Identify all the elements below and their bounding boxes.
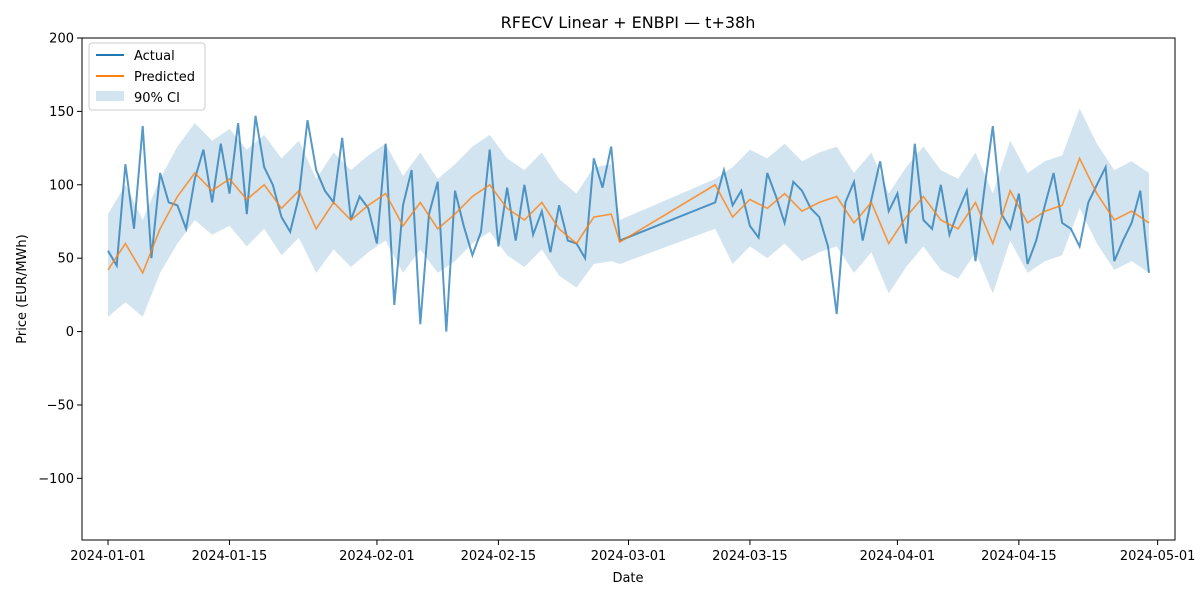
x-axis: 2024-01-01 2024-01-15 2024-02-01 2024-02-15…: [70, 540, 1195, 564]
chart-title: RFECV Linear + ENBPI — t+38h: [501, 13, 756, 32]
y-tick-label: 50: [57, 252, 74, 267]
x-tick-label: 2024-01-01: [70, 549, 146, 564]
x-tick-label: 2024-03-15: [712, 549, 788, 564]
series-predicted-line: [107, 156, 1150, 275]
legend-frame: [88, 42, 206, 111]
x-tick-label: 2024-01-15: [192, 549, 268, 564]
y-tick-label: 0: [66, 325, 74, 340]
x-tick-label: 2024-04-15: [981, 549, 1057, 564]
ci-band: [108, 108, 1149, 317]
x-tick-label: 2024-03-01: [591, 549, 667, 564]
y-axis-label: Price (EUR/MWh): [15, 234, 30, 343]
y-axis: −100 −50 0 50 100 150 200: [38, 32, 82, 487]
x-tick-label: 2024-02-15: [461, 549, 537, 564]
plot-frame: [81, 37, 1176, 541]
y-tick-label: 150: [49, 105, 74, 120]
x-tick-label: 2024-04-01: [860, 549, 936, 564]
x-tick-label: 2024-05-01: [1120, 549, 1196, 564]
x-axis-label: Date: [612, 571, 643, 586]
y-tick-label: 100: [49, 178, 74, 193]
y-tick-label: −50: [47, 398, 74, 413]
y-tick-label: −100: [38, 472, 74, 487]
plot-area: [107, 108, 1150, 332]
legend-swatch-ci: [96, 91, 124, 101]
x-tick-label: 2024-02-01: [339, 549, 415, 564]
legend-label-actual: Actual: [134, 49, 175, 64]
series-actual-line: [107, 115, 1150, 332]
legend-label-ci: 90% CI: [134, 91, 180, 106]
legend-label-predicted: Predicted: [134, 70, 195, 85]
legend: Actual Predicted 90% CI: [88, 42, 206, 111]
y-tick-label: 200: [49, 32, 74, 47]
